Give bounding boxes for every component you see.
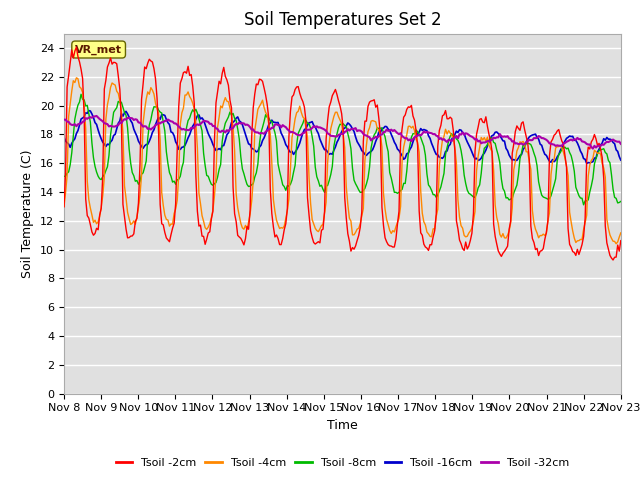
Text: VR_met: VR_met: [75, 44, 122, 55]
Legend: Tsoil -2cm, Tsoil -4cm, Tsoil -8cm, Tsoil -16cm, Tsoil -32cm: Tsoil -2cm, Tsoil -4cm, Tsoil -8cm, Tsoi…: [111, 453, 573, 472]
Y-axis label: Soil Temperature (C): Soil Temperature (C): [22, 149, 35, 278]
X-axis label: Time: Time: [327, 419, 358, 432]
Title: Soil Temperatures Set 2: Soil Temperatures Set 2: [244, 11, 441, 29]
